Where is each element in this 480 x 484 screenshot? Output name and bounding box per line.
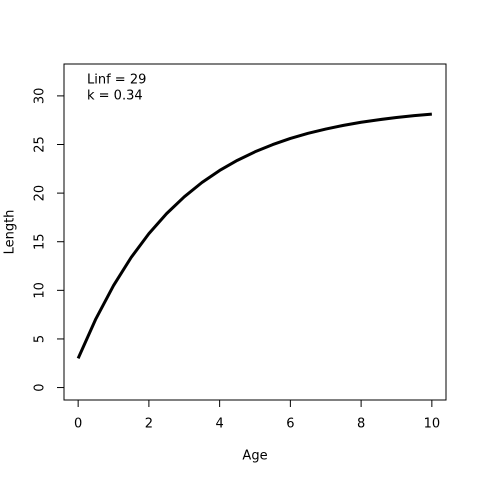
y-tick-label: 5 [33,335,48,343]
y-axis-label: Length [3,210,18,255]
growth-curve [76,112,432,360]
x-tick-label: 10 [424,417,441,432]
y-tick-label: 25 [33,136,48,153]
y-tick-label: 30 [33,88,48,105]
annotation: k = 0.34 [87,89,143,104]
y-tick-label: 10 [33,282,48,299]
x-tick-label: 4 [215,417,223,432]
x-tick-label: 8 [357,417,365,432]
y-tick-label: 15 [33,233,48,250]
x-tick-label: 2 [145,417,153,432]
x-tick-label: 0 [74,417,82,432]
y-tick-label: 20 [33,185,48,202]
x-axis-label: Age [242,449,267,464]
y-tick-label: 0 [33,383,48,391]
annotation: Linf = 29 [87,73,146,88]
x-tick-label: 6 [286,417,294,432]
plot-frame [63,63,447,401]
